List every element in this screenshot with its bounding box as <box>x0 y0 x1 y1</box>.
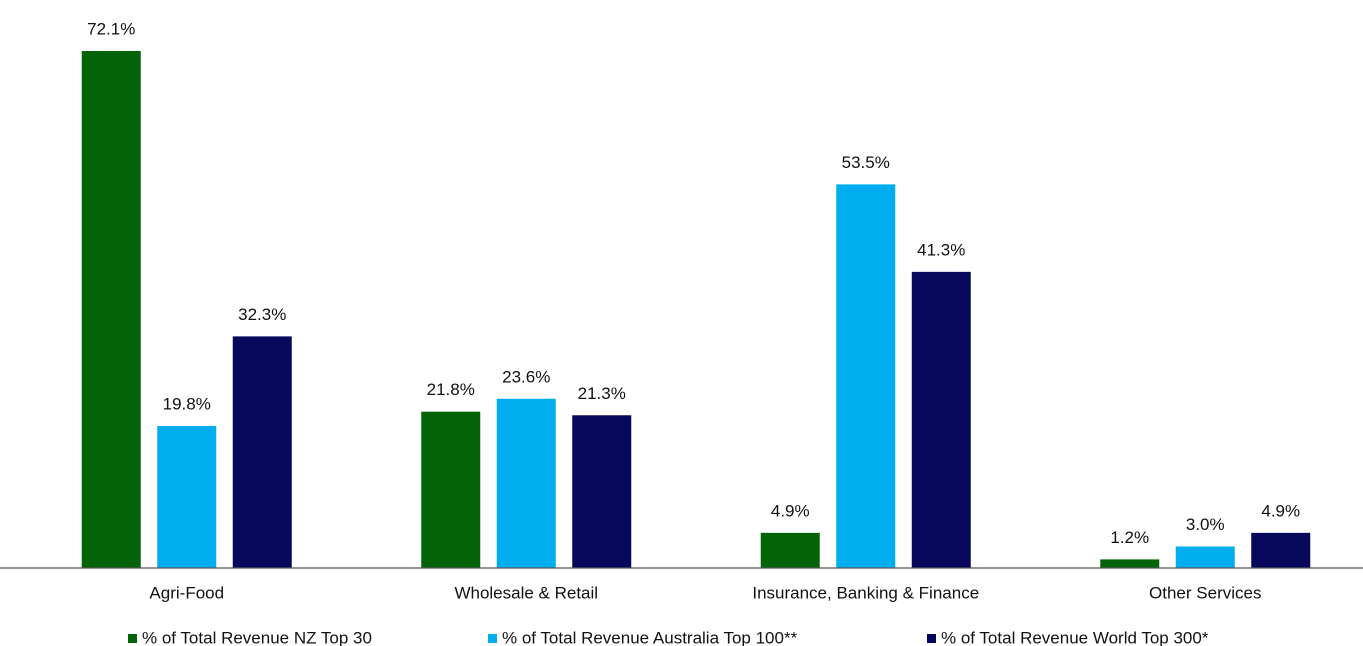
bar <box>157 426 217 568</box>
data-label: 3.0% <box>1186 515 1225 534</box>
data-label: 1.2% <box>1110 528 1149 547</box>
data-label: 32.3% <box>238 305 286 324</box>
data-label: 4.9% <box>771 501 810 520</box>
data-label: 41.3% <box>917 240 965 259</box>
data-label: 21.3% <box>578 384 626 403</box>
x-tick-label: Agri-Food <box>149 583 224 602</box>
bar <box>421 411 481 568</box>
bar <box>760 532 820 568</box>
x-tick-label: Wholesale & Retail <box>454 583 598 602</box>
bar <box>911 271 971 568</box>
legend-swatch <box>927 634 936 643</box>
data-label: 23.6% <box>502 367 550 386</box>
bar <box>232 336 292 568</box>
bar <box>1100 559 1160 568</box>
legend-swatch <box>128 634 137 643</box>
bar <box>1251 532 1311 568</box>
bar <box>836 184 896 568</box>
bar <box>496 398 556 568</box>
data-label: 53.5% <box>842 153 890 172</box>
x-tick-label: Other Services <box>1149 583 1261 602</box>
data-label: 21.8% <box>427 380 475 399</box>
bar <box>1175 546 1235 568</box>
x-tick-label: Insurance, Banking & Finance <box>752 583 979 602</box>
data-label: 19.8% <box>163 395 211 414</box>
legend-label: % of Total Revenue NZ Top 30 <box>142 628 372 646</box>
data-label: 72.1% <box>87 19 135 38</box>
data-label: 4.9% <box>1261 501 1300 520</box>
legend-label: % of Total Revenue Australia Top 100** <box>502 628 798 646</box>
bar <box>81 51 141 568</box>
legend-label: % of Total Revenue World Top 300* <box>941 628 1209 646</box>
legend-swatch <box>488 634 497 643</box>
bar <box>572 415 632 568</box>
